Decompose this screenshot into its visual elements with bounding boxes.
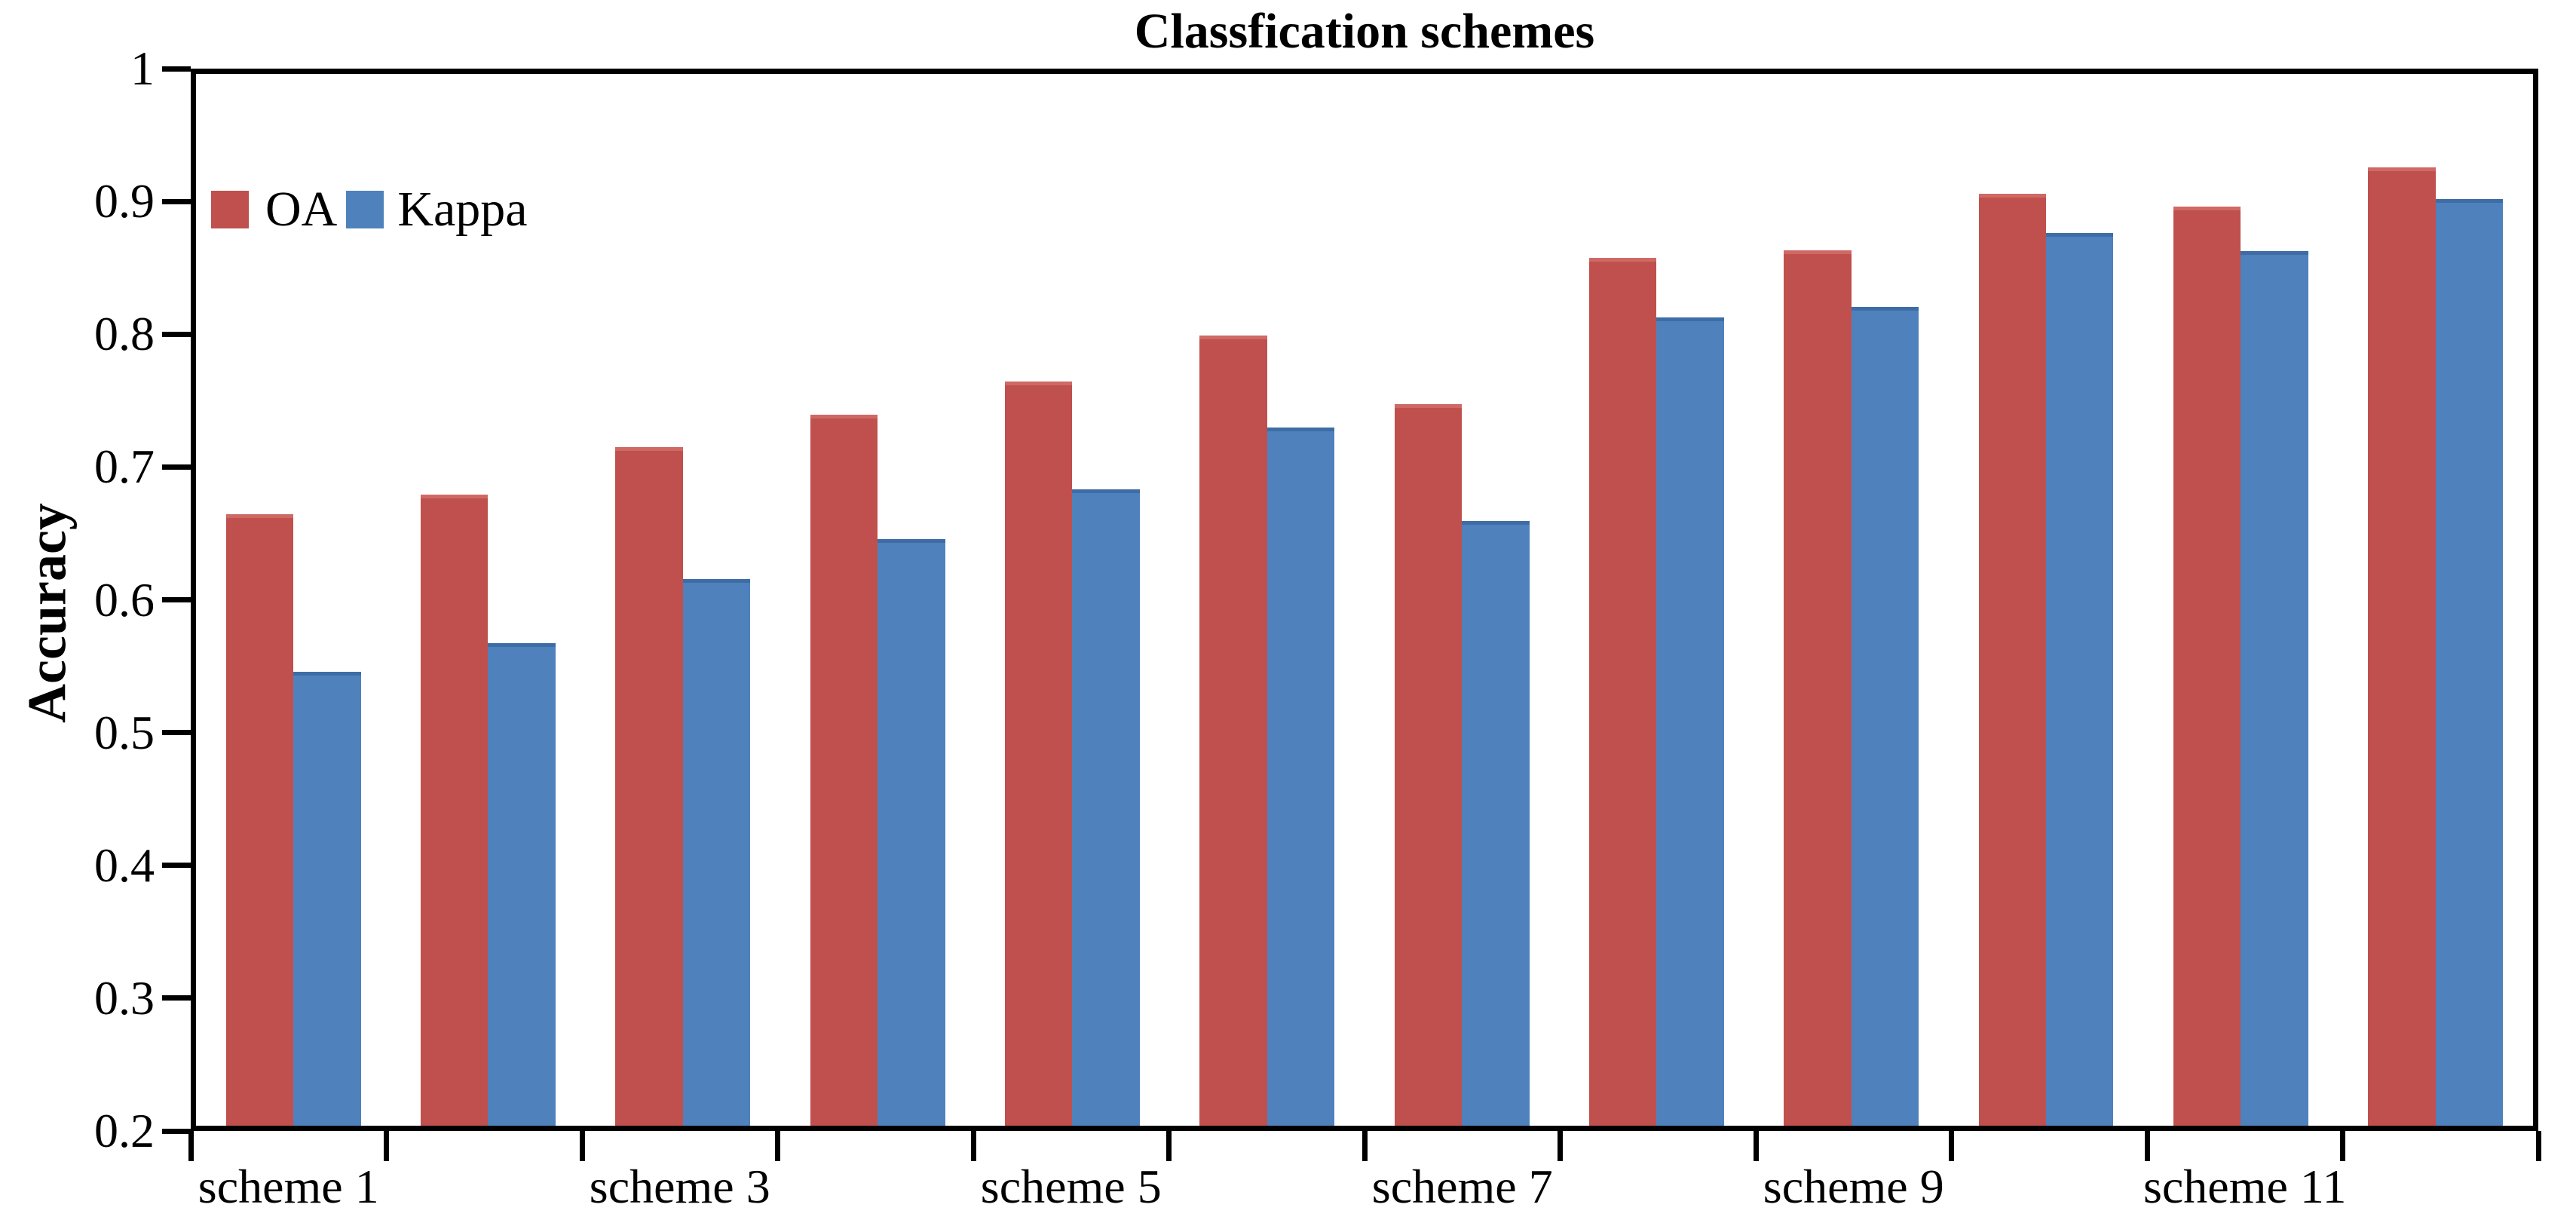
legend-swatch-oa [211, 191, 249, 228]
legend-label-oa: OA [265, 182, 338, 237]
bar-oa-scheme-5 [1005, 382, 1073, 1126]
y-tick-label-0.5: 0.5 [94, 705, 155, 759]
bar-group-scheme-8 [1559, 74, 1754, 1126]
chart-title: Classfication schemes [1134, 4, 1595, 59]
x-tick-mark-10 [2144, 1131, 2150, 1161]
bar-group-scheme-10 [1949, 74, 2143, 1126]
legend: OA Kappa [211, 181, 528, 238]
bar-kappa-scheme-6 [1267, 428, 1335, 1126]
bar-kappa-scheme-1 [293, 672, 361, 1126]
bar-oa-scheme-12 [2368, 167, 2436, 1126]
y-tick-label-0.9: 0.9 [94, 174, 155, 228]
bar-group-scheme-7 [1365, 74, 1559, 1126]
y-tick-mark-0.3 [162, 995, 191, 1001]
bar-group-scheme-5 [975, 74, 1169, 1126]
y-tick-mark-0.7 [162, 464, 191, 470]
bar-oa-scheme-3 [615, 447, 683, 1126]
y-tick-label-0.3: 0.3 [94, 970, 155, 1025]
x-tick-label-scheme-3: scheme 3 [589, 1160, 770, 1213]
bar-kappa-scheme-7 [1462, 520, 1530, 1126]
bar-group-scheme-11 [2143, 74, 2338, 1126]
x-tick-mark-11 [2340, 1131, 2345, 1161]
legend-swatch-kappa [346, 191, 384, 228]
y-tick-label-1: 1 [130, 41, 155, 95]
bar-oa-scheme-11 [2173, 207, 2241, 1126]
bar-group-scheme-6 [1170, 74, 1365, 1126]
y-tick-mark-0.5 [162, 730, 191, 736]
bar-group-scheme-4 [780, 74, 975, 1126]
bars-container [196, 74, 2533, 1126]
x-tick-label-scheme-5: scheme 5 [980, 1160, 1162, 1213]
bar-oa-scheme-10 [1978, 193, 2047, 1126]
x-tick-mark-1 [384, 1131, 389, 1161]
bar-kappa-scheme-10 [2046, 233, 2114, 1126]
y-tick-mark-0.8 [162, 331, 191, 337]
y-tick-mark-0.4 [162, 863, 191, 869]
bar-oa-scheme-1 [225, 514, 294, 1126]
bar-kappa-scheme-3 [682, 578, 751, 1126]
x-tick-label-scheme-9: scheme 9 [1763, 1160, 1944, 1213]
x-tick-mark-0 [188, 1131, 194, 1161]
bar-oa-scheme-6 [1199, 336, 1267, 1126]
y-tick-label-0.8: 0.8 [94, 307, 155, 361]
bar-kappa-scheme-9 [1851, 306, 1919, 1126]
legend-label-kappa: Kappa [397, 182, 528, 237]
x-tick-mark-5 [1166, 1131, 1172, 1161]
y-tick-mark-1 [162, 66, 191, 72]
x-tick-mark-7 [1558, 1131, 1563, 1161]
plot-area: OA Kappa [191, 69, 2538, 1131]
y-tick-label-0.4: 0.4 [94, 838, 155, 892]
x-tick-mark-9 [1949, 1131, 1954, 1161]
x-tick-label-scheme-1: scheme 1 [198, 1160, 379, 1213]
y-tick-label-0.2: 0.2 [94, 1104, 155, 1157]
bar-kappa-scheme-4 [878, 539, 945, 1126]
bar-group-scheme-1 [196, 74, 391, 1126]
x-tick-mark-3 [775, 1131, 780, 1161]
bar-group-scheme-3 [586, 74, 780, 1126]
bar-oa-scheme-8 [1589, 258, 1657, 1126]
x-tick-mark-2 [579, 1131, 585, 1161]
y-tick-mark-0.2 [162, 1128, 191, 1134]
x-tick-mark-12 [2535, 1131, 2541, 1161]
x-tick-mark-8 [1753, 1131, 1759, 1161]
bar-group-scheme-9 [1754, 74, 1949, 1126]
bar-kappa-scheme-8 [1656, 317, 1724, 1126]
y-tick-mark-0.6 [162, 597, 191, 602]
x-tick-mark-6 [1362, 1131, 1368, 1161]
bar-oa-scheme-9 [1784, 250, 1852, 1126]
x-tick-mark-4 [970, 1131, 976, 1161]
y-tick-label-0.6: 0.6 [94, 572, 155, 627]
bar-kappa-scheme-11 [2241, 251, 2308, 1126]
bar-kappa-scheme-2 [488, 643, 556, 1126]
y-tick-mark-0.9 [162, 198, 191, 204]
bar-oa-scheme-7 [1394, 403, 1463, 1126]
bar-kappa-scheme-12 [2435, 198, 2504, 1126]
bar-group-scheme-12 [2339, 74, 2533, 1126]
bar-oa-scheme-2 [421, 495, 489, 1126]
bar-oa-scheme-4 [810, 414, 878, 1126]
bar-kappa-scheme-5 [1072, 489, 1140, 1126]
bar-group-scheme-2 [391, 74, 585, 1126]
x-tick-label-scheme-11: scheme 11 [2143, 1160, 2347, 1213]
y-tick-label-0.7: 0.7 [94, 440, 155, 494]
x-tick-label-scheme-7: scheme 7 [1371, 1160, 1553, 1213]
